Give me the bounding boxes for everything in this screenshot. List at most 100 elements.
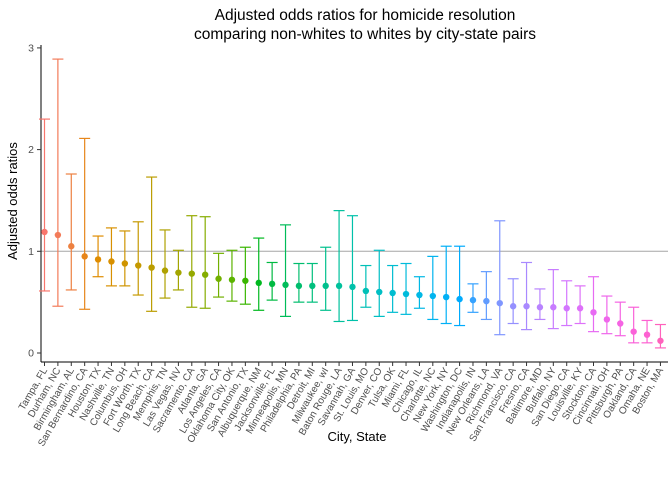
estimate-point (201, 271, 209, 278)
errorbar-group (186, 215, 198, 308)
estimate-point (509, 303, 517, 310)
errorbar-group (574, 285, 586, 325)
errorbar-group (280, 224, 292, 317)
errorbar-group (105, 227, 117, 287)
errorbar-group (628, 306, 640, 344)
estimate-point (94, 256, 102, 263)
estimate-point (536, 304, 544, 311)
errorbar-group (132, 221, 144, 296)
errorbar-group (534, 288, 546, 321)
y-tick-label: 1 (28, 246, 34, 258)
estimate-point (295, 282, 303, 290)
errorbar-group (306, 262, 318, 303)
estimate-point (443, 293, 450, 301)
estimate-point (349, 283, 356, 291)
estimate-point (469, 296, 477, 304)
estimate-point (68, 243, 75, 250)
errorbar-group (413, 276, 425, 309)
errorbar-group (521, 261, 533, 331)
estimate-point (456, 295, 463, 303)
y-tick-label: 0 (28, 348, 34, 360)
x-axis-title: City, State (327, 429, 386, 444)
errorbar-group (79, 137, 91, 310)
estimate-point (603, 316, 611, 323)
estimate-point (496, 299, 503, 307)
errorbar-group (293, 262, 305, 303)
estimate-point (617, 320, 624, 327)
y-tick-label: 3 (28, 42, 34, 54)
errorbar-group (199, 216, 211, 309)
y-tick-label: 2 (28, 144, 34, 156)
estimate-point (389, 289, 396, 297)
estimate-point (81, 253, 88, 260)
errorbar-group (52, 58, 64, 307)
errorbar-group (333, 210, 345, 323)
estimate-point (188, 270, 195, 277)
errorbar-group (373, 249, 385, 317)
errorbar-group (467, 283, 479, 313)
y-axis-title: Adjusted odds ratios (5, 142, 20, 260)
estimate-point (563, 305, 570, 312)
errorbar-group (587, 276, 599, 333)
errorbar-group (641, 319, 653, 344)
chart-title-line-2: comparing non-whites to whites by city-s… (194, 26, 536, 43)
errorbar-group (346, 215, 358, 322)
errorbar-group (454, 245, 466, 327)
errorbar-group (400, 262, 412, 315)
estimate-point (161, 267, 169, 274)
estimate-point (402, 290, 410, 298)
errorbar-group (547, 269, 559, 330)
estimate-point (416, 291, 423, 299)
errorbar-group (480, 271, 492, 321)
errorbar-group (601, 295, 613, 335)
errorbar-group (266, 261, 278, 301)
estimate-point (630, 328, 637, 335)
estimate-point (576, 305, 584, 312)
errorbar-group (494, 220, 506, 336)
estimate-point (255, 279, 262, 287)
estimate-point (108, 258, 115, 265)
errorbar-group (360, 264, 372, 308)
estimate-point (282, 281, 289, 289)
errorbar-group (65, 173, 77, 291)
estimate-point (362, 287, 370, 295)
estimate-point (335, 282, 343, 290)
estimate-point (590, 309, 597, 316)
estimate-point (322, 282, 329, 290)
estimate-point (523, 303, 530, 310)
errorbar-group (427, 255, 439, 321)
errorbar-group (507, 278, 519, 325)
estimate-point (41, 228, 48, 236)
estimate-point (268, 280, 276, 288)
errorbar-group (654, 323, 666, 349)
estimate-point (643, 331, 651, 338)
errorbar-group (614, 301, 626, 337)
chart-title-line-1: Adjusted odds ratios for homicide resolu… (215, 7, 516, 24)
errorbar-group (320, 246, 332, 311)
estimate-point (657, 337, 664, 344)
errorbar-group (39, 118, 50, 292)
errorbar-group (239, 246, 251, 305)
errorbar-group (92, 235, 104, 278)
estimate-point (550, 304, 557, 311)
errorbar-group (253, 237, 265, 311)
errorbar-group (440, 245, 452, 325)
estimate-point (148, 264, 155, 271)
estimate-point (215, 275, 222, 282)
estimate-point (228, 276, 236, 283)
errorbar-group (226, 249, 238, 302)
errorbar-group (146, 176, 158, 312)
estimate-point (242, 277, 249, 284)
errorbar-group (213, 252, 225, 298)
errorbar-group (172, 249, 184, 291)
errorbar-group (159, 229, 171, 299)
estimate-point (429, 292, 437, 300)
estimate-point (309, 282, 316, 290)
estimate-point (376, 288, 383, 296)
estimate-point (175, 269, 182, 276)
estimate-point (483, 297, 490, 305)
errorbar-group (119, 230, 131, 287)
errorbar-group (561, 280, 573, 327)
